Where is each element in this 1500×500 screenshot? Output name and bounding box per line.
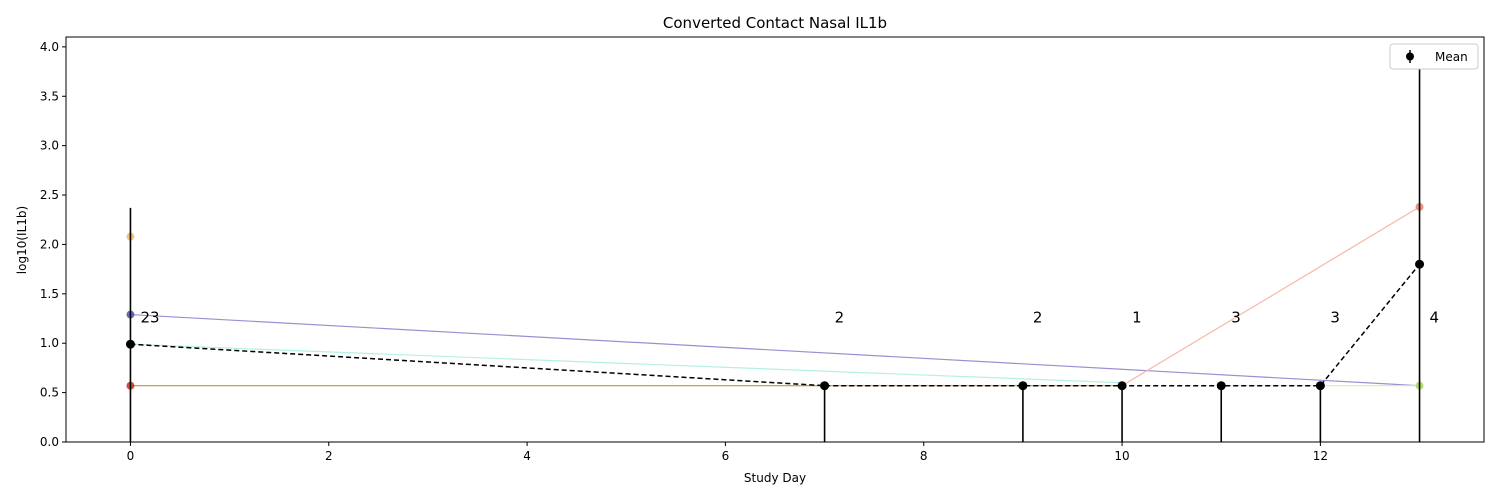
legend-box bbox=[1389, 43, 1479, 70]
mean-point-1 bbox=[820, 381, 830, 391]
x-tick-label-0: 0 bbox=[127, 449, 135, 463]
y-tick-label-6: 3.0 bbox=[40, 139, 59, 153]
x-tick-label-1: 2 bbox=[325, 449, 333, 463]
mean-point-4 bbox=[1216, 381, 1226, 391]
y-tick-label-7: 3.5 bbox=[40, 89, 59, 103]
mean-point-6 bbox=[1415, 259, 1425, 269]
count-label-5: 3 bbox=[1330, 309, 1340, 327]
mean-point-0 bbox=[125, 339, 135, 349]
x-tick-label-2: 4 bbox=[523, 449, 531, 463]
count-label-3: 1 bbox=[1132, 309, 1142, 327]
mean-point-5 bbox=[1315, 381, 1325, 391]
y-tick-label-4: 2.0 bbox=[40, 237, 59, 251]
x-tick-label-4: 8 bbox=[920, 449, 928, 463]
chart-title: Converted Contact Nasal IL1b bbox=[663, 14, 887, 32]
legend-entry-mean: Mean bbox=[1435, 50, 1468, 64]
count-label-6: 4 bbox=[1430, 309, 1440, 327]
legend-marker-icon bbox=[1406, 52, 1414, 61]
mean-point-3 bbox=[1117, 381, 1127, 391]
plot-frame bbox=[65, 36, 1485, 443]
y-tick-label-8: 4.0 bbox=[40, 40, 59, 54]
count-label-2: 2 bbox=[1033, 309, 1043, 327]
legend: Mean bbox=[1389, 43, 1479, 70]
y-tick-label-5: 2.5 bbox=[40, 188, 59, 202]
x-tick-label-6: 12 bbox=[1313, 449, 1328, 463]
x-tick-label-3: 6 bbox=[722, 449, 730, 463]
count-label-0: 23 bbox=[140, 309, 159, 327]
count-label-1: 2 bbox=[835, 309, 845, 327]
y-tick-label-2: 1.0 bbox=[40, 336, 59, 350]
plot-area: 23 2 2 1 3 3 4 bbox=[125, 59, 1440, 442]
series-line-0 bbox=[130, 313, 1420, 387]
y-axis-label: log10(IL1b) bbox=[15, 206, 29, 274]
mean-point-2 bbox=[1018, 381, 1028, 391]
y-tick-label-1: 0.5 bbox=[40, 386, 59, 400]
x-tick-label-5: 10 bbox=[1114, 449, 1129, 463]
y-tick-label-3: 1.5 bbox=[40, 287, 59, 301]
count-label-4: 3 bbox=[1231, 309, 1241, 327]
y-tick-label-0: 0.0 bbox=[40, 435, 59, 449]
axes: 0 2 4 6 8 10 120.00.51.01.52.02.53.03.54.0 bbox=[40, 40, 1328, 463]
x-axis-label: Study Day bbox=[744, 471, 806, 485]
series-line-1 bbox=[130, 343, 1123, 384]
